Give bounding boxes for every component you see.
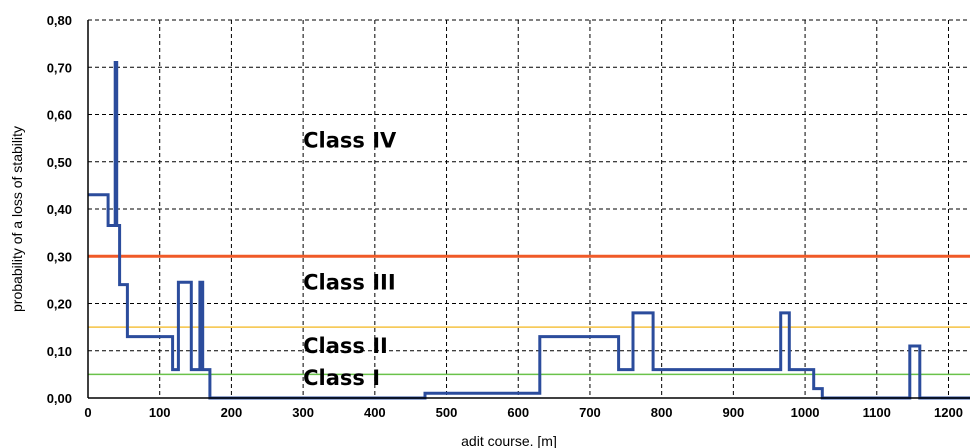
y-tick-label: 0,40: [47, 202, 72, 217]
threshold-lines: [88, 254, 970, 376]
y-tick-label: 0,00: [47, 391, 72, 406]
class-annotation: Class II: [303, 334, 388, 358]
y-axis-label: probability of a loss of stability: [9, 126, 25, 312]
class-annotations: Class IV Class III Class II Class I: [303, 129, 397, 390]
class-annotation: Class III: [303, 270, 396, 294]
class-annotation: Class IV: [303, 129, 397, 153]
axes: [87, 20, 970, 399]
class-annotation: Class I: [303, 366, 380, 390]
y-tick-label: 0,50: [47, 155, 72, 170]
x-tick-label: 1200: [934, 405, 963, 420]
x-tick-label: 900: [723, 405, 745, 420]
x-tick-label: 700: [579, 405, 601, 420]
y-tick-label: 0,30: [47, 249, 72, 264]
x-tick-label: 500: [436, 405, 458, 420]
x-tick-label: 800: [651, 405, 673, 420]
x-tick-label: 1100: [863, 405, 891, 420]
data-series-line: [88, 61, 970, 400]
series-layer: [88, 61, 970, 400]
x-tick-label: 1000: [791, 405, 820, 420]
x-tick-label: 0: [84, 405, 91, 420]
y-tick-label: 0,10: [47, 344, 72, 359]
grid: [88, 19, 970, 398]
y-tick-label: 0,70: [47, 60, 72, 75]
y-tick-label: 0,60: [47, 108, 72, 123]
y-tick-label: 0,80: [47, 13, 72, 28]
tick-labels: 0,00 0,10 0,20 0,30 0,40 0,50 0,60 0,70 0,80 0 100…: [47, 13, 963, 420]
x-tick-label: 100: [149, 405, 171, 420]
x-axis-label: adit course. [m]: [461, 433, 557, 448]
x-tick-label: 600: [507, 405, 529, 420]
x-tick-label: 300: [292, 405, 314, 420]
y-tick-label: 0,20: [47, 297, 72, 312]
x-tick-label: 400: [364, 405, 386, 420]
x-tick-label: 200: [221, 405, 243, 420]
